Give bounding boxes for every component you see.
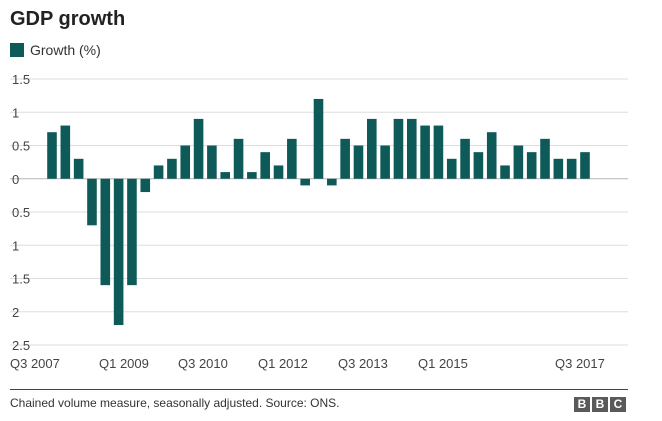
chart-legend: Growth (%) (10, 42, 101, 58)
y-tick-label: 2.5 (12, 338, 30, 353)
bar (207, 145, 217, 179)
chart-title: GDP growth (10, 8, 126, 30)
bar (553, 158, 564, 179)
y-tick-label: 2 (12, 305, 19, 320)
y-tick-label: 0 (12, 172, 19, 187)
bar (446, 158, 457, 179)
footer-divider (10, 389, 628, 390)
logo-block-3: C (610, 397, 626, 412)
y-tick-label: 0.5 (12, 205, 30, 220)
bar (580, 152, 590, 179)
bar (193, 118, 204, 179)
bar (460, 138, 470, 179)
bar (406, 118, 417, 179)
x-tick-label: Q1 2015 (418, 356, 468, 371)
y-tick-label: 1.5 (12, 272, 30, 287)
bar (566, 158, 577, 179)
bar (100, 178, 111, 286)
bar (433, 125, 444, 179)
bbc-logo: B B C (574, 397, 626, 412)
bar (273, 165, 284, 179)
x-tick-label: Q3 2010 (178, 356, 228, 371)
legend-swatch (10, 43, 24, 57)
bar (473, 152, 484, 179)
bar (540, 138, 550, 179)
bar (380, 145, 390, 179)
bar (153, 165, 164, 179)
bar (180, 145, 191, 179)
logo-block-1: B (574, 397, 590, 412)
bar (300, 178, 310, 186)
x-tick-label: Q1 2009 (99, 356, 149, 371)
bar (140, 178, 151, 193)
y-tick-label: 1 (12, 105, 19, 120)
x-tick-label: Q1 2012 (258, 356, 308, 371)
bar (60, 125, 71, 179)
bar (167, 158, 177, 179)
logo-block-2: B (592, 397, 608, 412)
x-tick-label: Q3 2007 (10, 356, 60, 371)
bar (260, 152, 270, 179)
bar (87, 178, 97, 226)
bar (486, 132, 497, 179)
y-tick-label: 1.5 (12, 72, 30, 87)
bar (340, 138, 350, 179)
bar (513, 145, 524, 179)
source-note: Chained volume measure, seasonally adjus… (10, 396, 340, 410)
bar (113, 178, 124, 326)
y-tick-label: 1 (12, 238, 19, 253)
bar (287, 138, 297, 179)
bar (420, 125, 430, 179)
bar (313, 98, 324, 179)
bar (367, 118, 377, 179)
bar (353, 145, 364, 179)
x-tick-label: Q3 2017 (555, 356, 605, 371)
bar (233, 138, 244, 179)
bar (393, 118, 404, 179)
bar (73, 158, 84, 179)
bar (247, 172, 257, 179)
y-tick-label: 0.5 (12, 139, 30, 154)
x-tick-label: Q3 2013 (338, 356, 388, 371)
bar (500, 165, 510, 179)
bar (47, 132, 57, 179)
bar (327, 178, 337, 186)
bar (526, 152, 537, 179)
legend-label: Growth (%) (30, 42, 101, 58)
bar (127, 178, 137, 286)
bar (220, 172, 231, 179)
